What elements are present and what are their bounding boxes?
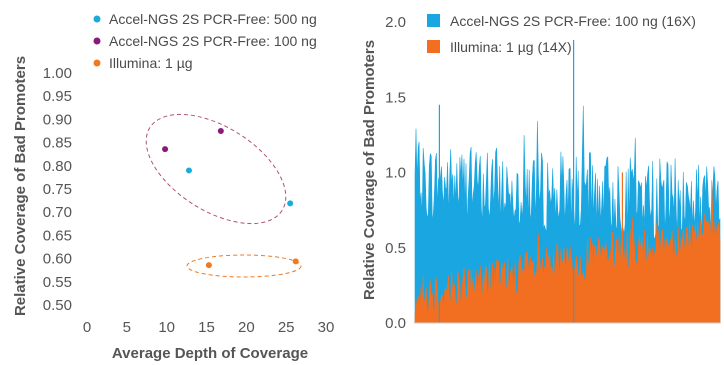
scatter-y-tick-label: 0.95 xyxy=(43,88,72,105)
coverage-legend-label: Illumina: 1 µg (14X) xyxy=(450,39,572,55)
coverage-legend-swatch xyxy=(427,40,440,53)
scatter-y-tick-label: 0.60 xyxy=(43,251,72,268)
scatter-legend-marker xyxy=(93,15,101,23)
scatter-x-axis-title: Average Depth of Coverage xyxy=(112,345,308,362)
coverage-y-tick-label: 0.0 xyxy=(385,315,406,332)
scatter-points xyxy=(162,128,299,269)
coverage-y-axis-title: Relative Coverage of Bad Promoters xyxy=(361,40,378,300)
scatter-point xyxy=(185,167,192,174)
scatter-y-tick-label: 0.50 xyxy=(43,297,72,314)
scatter-legend-marker xyxy=(93,59,101,67)
scatter-point xyxy=(292,258,299,265)
scatter-point xyxy=(162,146,169,153)
scatter-ellipses xyxy=(145,113,302,278)
coverage-series-area xyxy=(414,180,721,324)
scatter-chart-panel: Accel-NGS 2S PCR-Free: 500 ng Accel-NGS 2… xyxy=(0,0,350,365)
scatter-y-tick-label: 0.55 xyxy=(43,274,72,291)
scatter-y-tick-label: 0.70 xyxy=(43,204,72,221)
scatter-legend-label: Accel-NGS 2S PCR-Free: 500 ng xyxy=(109,11,317,27)
scatter-point xyxy=(217,128,224,134)
scatter-legend: Accel-NGS 2S PCR-Free: 500 ng Accel-NGS 2… xyxy=(93,11,317,71)
scatter-y-tick-label: 0.80 xyxy=(43,158,72,175)
scatter-x-tick-label: 20 xyxy=(238,319,255,336)
scatter-legend-label: Accel-NGS 2S PCR-Free: 100 ng xyxy=(109,33,317,49)
scatter-y-tick-label: 0.85 xyxy=(43,135,72,152)
scatter-y-tick-label: 0.90 xyxy=(43,111,72,128)
coverage-y-tick-label: 0.5 xyxy=(385,240,406,257)
coverage-legend-swatch xyxy=(427,14,440,27)
scatter-x-tick-label: 5 xyxy=(123,319,131,336)
accel-cluster-ellipse xyxy=(145,113,287,225)
scatter-y-tick-label: 0.75 xyxy=(43,181,72,198)
scatter-x-tick-label: 30 xyxy=(318,319,335,336)
scatter-chart: Accel-NGS 2S PCR-Free: 500 ng Accel-NGS 2… xyxy=(12,11,335,362)
coverage-y-tick-label: 2.0 xyxy=(385,14,406,31)
scatter-x-tick-label: 15 xyxy=(198,319,215,336)
coverage-area-chart: Accel-NGS 2S PCR-Free: 100 ng (16X) Illum… xyxy=(361,13,721,332)
scatter-legend-label: Illumina: 1 µg xyxy=(109,55,193,71)
scatter-legend-marker xyxy=(93,37,101,45)
scatter-x-tick-label: 25 xyxy=(278,319,295,336)
coverage-legend: Accel-NGS 2S PCR-Free: 100 ng (16X) Illum… xyxy=(427,13,696,55)
scatter-y-axis-title: Relative Coverage of Bad Promoters xyxy=(12,56,29,316)
scatter-y-ticks: 0.50 0.55 0.60 0.65 0.70 0.75 0.80 0.85 0.90 0.95… xyxy=(43,65,72,314)
coverage-y-ticks: 0.0 0.5 1.0 1.5 2.0 xyxy=(385,14,406,332)
scatter-x-tick-label: 0 xyxy=(83,319,91,336)
coverage-y-tick-label: 1.5 xyxy=(385,89,406,106)
scatter-y-tick-label: 0.65 xyxy=(43,227,72,244)
coverage-series xyxy=(414,40,721,324)
scatter-point xyxy=(287,200,294,207)
coverage-chart-panel: Accel-NGS 2S PCR-Free: 100 ng (16X) Illum… xyxy=(350,0,724,365)
scatter-x-tick-label: 10 xyxy=(158,319,175,336)
coverage-legend-label: Accel-NGS 2S PCR-Free: 100 ng (16X) xyxy=(450,13,696,29)
scatter-x-ticks: 0 5 10 15 20 25 30 xyxy=(83,319,335,336)
coverage-y-tick-label: 1.0 xyxy=(385,165,406,182)
scatter-point xyxy=(205,262,212,269)
illumina-cluster-ellipse xyxy=(186,254,302,278)
scatter-y-tick-label: 1.00 xyxy=(43,65,72,82)
